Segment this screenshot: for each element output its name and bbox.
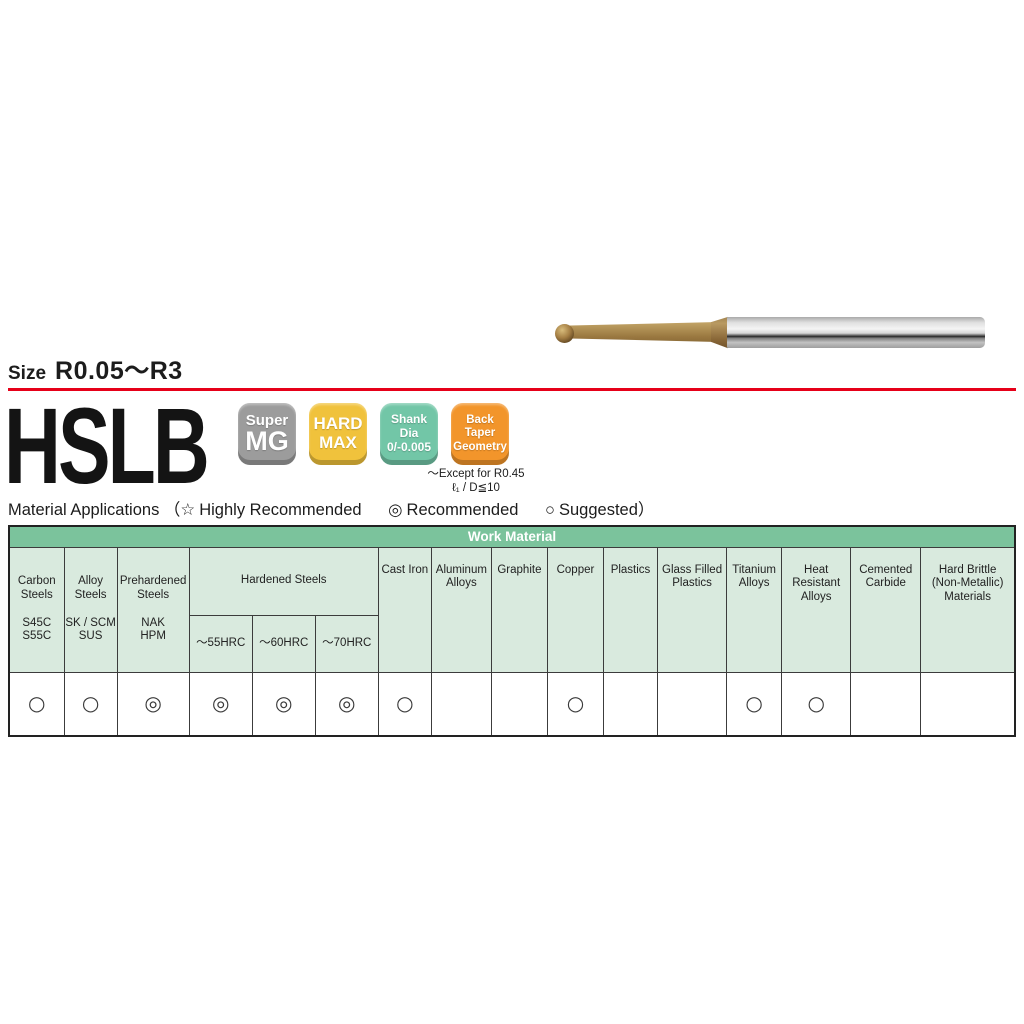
col-60hrc: ～60HRC <box>251 614 316 673</box>
rating-symbol: ◎ <box>211 690 230 715</box>
tool-ball-tip <box>555 324 574 343</box>
rating-cell-aluminum-alloys <box>430 671 492 737</box>
rating-cell-heat-resistant-alloys: ○ <box>781 671 852 737</box>
table-title: Work Material <box>8 525 1016 548</box>
feature-badges: Super MG HARD MAX Shank Dia 0/-0.005 Bac… <box>238 403 509 465</box>
material-applications-legend: Material Applications （☆ Highly Recommend… <box>8 496 654 520</box>
badge-back-taper: Back Taper Geometry <box>451 403 509 465</box>
badge-hard-max: HARD MAX <box>309 403 367 465</box>
rating-cell-titanium-alloys: ○ <box>726 671 783 737</box>
rating-cell-glass-filled-plastics <box>657 671 728 737</box>
size-line: Size R0.05～R3 <box>8 351 183 387</box>
col-heat-resistant-alloys: Heat Resistant Alloys <box>781 546 852 673</box>
rating-cell-cast-iron: ○ <box>377 671 432 737</box>
col-graphite: Graphite <box>490 546 548 673</box>
rating-symbol: ◎ <box>338 690 356 715</box>
badge-hard-max-line1: HARD <box>313 414 363 434</box>
col-55hrc: ～55HRC <box>188 614 253 673</box>
badge-back-taper-line1: Back Taper <box>464 414 496 440</box>
material-grades: NAK HPM <box>140 616 166 643</box>
rating-symbol: ○ <box>807 690 825 715</box>
legend-item1-label: Highly Recommended <box>199 501 362 519</box>
badge-shank-dia: Shank Dia 0/-0.005 <box>380 403 438 465</box>
col-alloy-steels: Alloy Steels SK / SCM SUS <box>63 546 118 673</box>
circle-icon: ○ <box>545 501 555 519</box>
rating-symbol: ○ <box>28 690 46 715</box>
material-header: Prehardened Steels NAK HPM <box>118 561 189 658</box>
badge-super-mg: Super MG <box>238 403 296 465</box>
rating-symbol: ○ <box>81 690 100 715</box>
col-carbon-steels: Carbon Steels S45C S55C <box>8 546 65 673</box>
col-prehardened-steels: Prehardened Steels NAK HPM <box>116 546 190 673</box>
material-label: Carbon Steels <box>17 575 56 601</box>
work-material-table: Work Material Carbon Steels S45C S55C Al… <box>8 525 1016 738</box>
rating-cell-carbon-steels: ○ <box>8 671 65 737</box>
badge-shank-dia-line2: 0/-0.005 <box>386 439 432 454</box>
col-titanium-alloys: Titanium Alloys <box>726 546 783 673</box>
col-copper: Copper <box>546 546 604 673</box>
size-label: Size <box>8 363 47 384</box>
col-cast-iron: Cast Iron <box>377 546 432 673</box>
material-grades: S45C S55C <box>22 616 52 643</box>
double-circle-icon: ◎ <box>388 501 403 519</box>
rating-symbol: ◎ <box>144 690 162 715</box>
badge-footnote-line1: ～Except for R0.45 <box>427 468 525 480</box>
col-plastics: Plastics <box>602 546 659 673</box>
rating-symbol: ○ <box>745 690 763 715</box>
badge-super-mg-line2: MG <box>245 426 289 456</box>
tool-shank <box>727 317 985 348</box>
col-aluminum-alloys: Aluminum Alloys <box>430 546 492 673</box>
rating-cell-70hrc: ◎ <box>314 671 379 737</box>
badge-hard-max-line2: MAX <box>319 433 357 452</box>
tool-taper-transition <box>711 316 728 349</box>
rating-symbol: ◎ <box>275 690 293 715</box>
tool-photo <box>553 303 990 361</box>
legend-item2-label: Recommended <box>406 501 519 519</box>
rating-cell-cemented-carbide <box>850 671 922 737</box>
red-divider <box>8 388 1016 391</box>
col-70hrc: ～70HRC <box>314 614 379 673</box>
material-label: Prehardened Steels <box>119 575 187 601</box>
badge-super-mg-line1: Super <box>245 412 289 429</box>
material-header: Alloy Steels SK / SCM SUS <box>65 561 117 658</box>
col-glass-filled-plastics: Glass Filled Plastics <box>657 546 728 673</box>
rating-cell-prehardened-steels: ◎ <box>116 671 190 737</box>
material-label: Alloy Steels <box>74 575 107 601</box>
badge-back-taper-line2: Geometry <box>453 440 507 453</box>
rating-cell-copper: ○ <box>546 671 604 737</box>
badge-footnote: ～Except for R0.45 ℓ₁ / D≦10 <box>426 467 526 496</box>
rating-symbol: ○ <box>566 690 585 715</box>
legend-open-paren: （ <box>163 501 181 519</box>
material-grades: SK / SCM SUS <box>65 616 116 643</box>
rating-cell-hard-brittle-materials <box>920 671 1016 737</box>
legend-title: Material Applications <box>8 501 160 519</box>
legend-close-paren: ） <box>637 501 655 519</box>
tool-neck <box>565 322 713 342</box>
size-value: R0.05～R3 <box>55 357 183 385</box>
badge-shank-dia-line1: Shank Dia <box>390 412 427 441</box>
rating-cell-55hrc: ◎ <box>188 671 253 737</box>
star-icon: ☆ <box>180 501 196 519</box>
col-hard-brittle-materials: Hard Brittle (Non-Metallic) Materials <box>920 546 1016 673</box>
col-group-hardened-steels: Hardened Steels <box>188 546 379 616</box>
rating-symbol: ○ <box>396 690 414 715</box>
product-code: HSLB <box>4 385 210 506</box>
legend-item3-label: Suggested <box>559 501 638 519</box>
col-cemented-carbide: Cemented Carbide <box>850 546 922 673</box>
rating-cell-graphite <box>490 671 548 737</box>
material-header: Carbon Steels S45C S55C <box>10 561 64 658</box>
rating-cell-alloy-steels: ○ <box>63 671 118 737</box>
rating-cell-plastics <box>602 671 659 737</box>
badge-footnote-line2: ℓ₁ / D≦10 <box>452 482 500 495</box>
rating-cell-60hrc: ◎ <box>251 671 316 737</box>
